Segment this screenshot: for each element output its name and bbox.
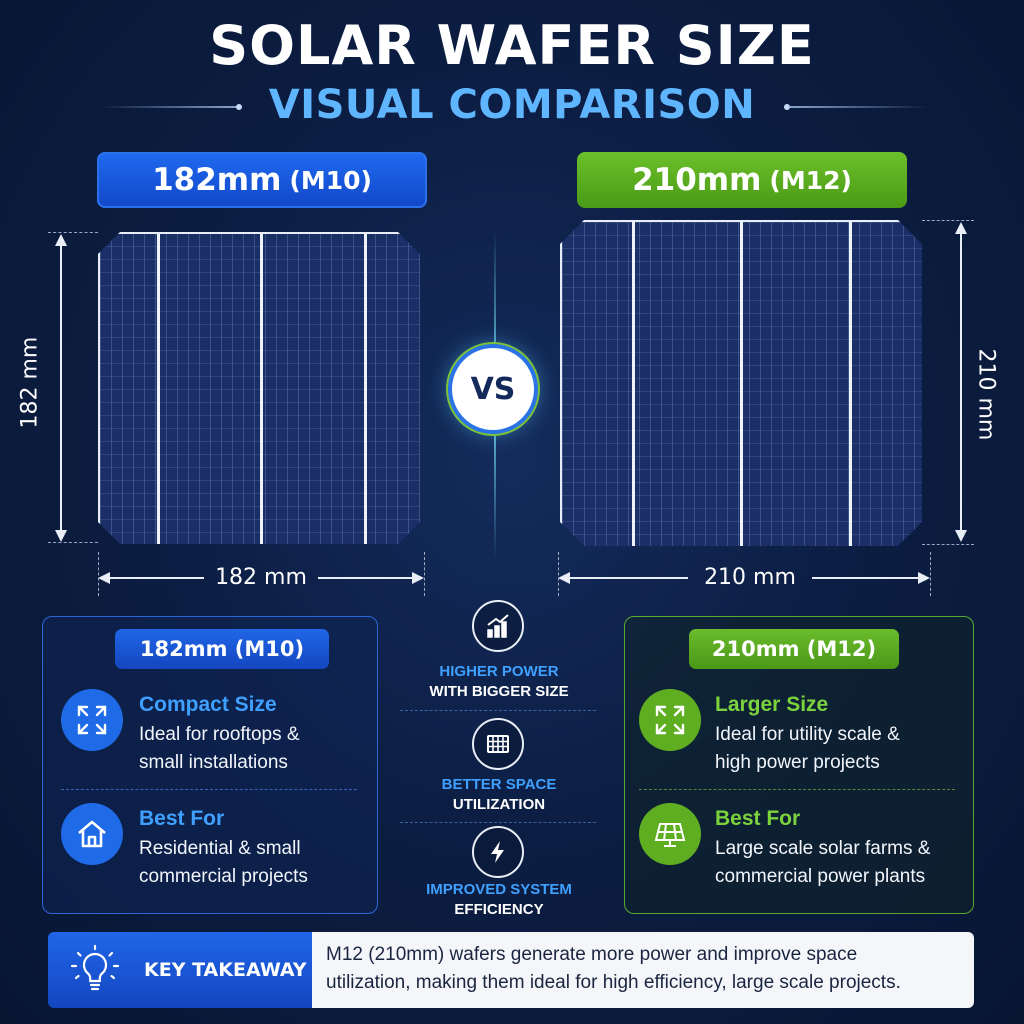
benefit-line: BETTER SPACE: [441, 776, 557, 793]
m10-busbar: [364, 234, 367, 544]
expand-icon: [639, 689, 701, 751]
arrow-up-icon: [55, 234, 67, 246]
benefit-divider: [400, 710, 596, 711]
bar-chart-icon: [472, 600, 524, 652]
page-title: SOLAR WAFER SIZE: [209, 14, 815, 77]
m10-feature-line: small installations: [139, 752, 288, 773]
m10-best-for-line: commercial projects: [139, 866, 308, 887]
m10-height-label: 182 mm: [17, 336, 43, 429]
m12-card-title: 210mm (M12): [689, 629, 899, 669]
m12-feature-line: high power projects: [715, 752, 880, 773]
m10-width-label: 182 mm: [215, 565, 307, 590]
title-rule-dot-left: [236, 104, 242, 110]
expand-icon: [61, 689, 123, 751]
m10-best-for-line: Residential & small: [139, 838, 301, 859]
m10-extension-line: [48, 542, 98, 543]
m10-card-divider: [61, 789, 357, 790]
m10-best-for-title: Best For: [139, 807, 225, 830]
m12-height-label: 210 mm: [973, 348, 999, 441]
arrow-left-icon: [98, 572, 110, 584]
vs-badge: VS: [452, 348, 534, 430]
arrow-up-icon: [955, 222, 967, 234]
grid-icon: [472, 718, 524, 770]
m12-width-label: 210 mm: [704, 565, 796, 590]
m10-extension-line: [424, 552, 425, 596]
m12-feature-title: Larger Size: [715, 693, 829, 716]
arrow-down-icon: [955, 530, 967, 542]
m12-header-pill: 210mm (M12): [577, 152, 907, 208]
page-subtitle: VISUAL COMPARISON: [268, 82, 756, 128]
solar-panel-icon: [639, 803, 701, 865]
m12-size-label: 210mm: [632, 162, 762, 198]
m10-code-label: (M10): [289, 165, 372, 195]
benefit-divider: [400, 822, 596, 823]
arrow-right-icon: [918, 572, 930, 584]
m10-wafer: [98, 232, 420, 544]
m10-feature-title: Compact Size: [139, 693, 277, 716]
m10-height-dimension-line: [60, 244, 62, 532]
key-takeaway-line: M12 (210mm) wafers generate more power a…: [326, 944, 858, 965]
m12-code-label: (M12): [769, 165, 852, 195]
m12-card-divider: [639, 789, 955, 790]
arrow-right-icon: [412, 572, 424, 584]
m10-feature-line: Ideal for rooftops &: [139, 724, 300, 745]
benefit-line: IMPROVED SYSTEM: [426, 881, 572, 898]
key-takeaway-label-box: KEY TAKEAWAY: [48, 932, 312, 1008]
arrow-down-icon: [55, 530, 67, 542]
m10-card-title: 182mm (M10): [115, 629, 329, 669]
title-rule-left: [100, 106, 240, 108]
m12-width-dimension-line: [812, 577, 920, 579]
benefit-line: UTILIZATION: [452, 796, 546, 813]
m10-header-pill: 182mm (M10): [97, 152, 427, 208]
m12-extension-line: [922, 220, 974, 221]
m12-wafer: [560, 220, 922, 546]
arrow-left-icon: [558, 572, 570, 584]
m10-extension-line: [48, 232, 98, 233]
m12-best-for-line: Large scale solar farms &: [715, 838, 931, 859]
m10-busbar: [157, 234, 160, 544]
benefit-line: HIGHER POWER: [439, 663, 559, 680]
m12-best-for-title: Best For: [715, 807, 801, 830]
m12-info-card: 210mm (M12) Larger Size Ideal for utilit…: [624, 616, 974, 914]
m12-extension-line: [930, 552, 931, 596]
m12-busbar: [632, 222, 635, 546]
m12-busbar: [740, 222, 743, 546]
m12-height-dimension-line: [960, 232, 962, 532]
lightning-icon: [472, 826, 524, 878]
m10-width-dimension-line: [108, 577, 204, 579]
benefit-line: WITH BIGGER SIZE: [429, 683, 569, 700]
house-icon: [61, 803, 123, 865]
m12-best-for-line: commercial power plants: [715, 866, 926, 887]
m10-width-dimension-line: [318, 577, 414, 579]
m12-busbar: [849, 222, 852, 546]
m10-busbar: [260, 234, 263, 544]
key-takeaway-label: KEY TAKEAWAY: [144, 959, 307, 981]
key-takeaway-text: M12 (210mm) wafers generate more power a…: [312, 932, 974, 1008]
title-rule-right: [788, 106, 928, 108]
m10-info-card: 182mm (M10) Compact Size Ideal for rooft…: [42, 616, 378, 914]
m12-feature-line: Ideal for utility scale &: [715, 724, 900, 745]
m12-extension-line: [922, 544, 974, 545]
m12-width-dimension-line: [568, 577, 688, 579]
title-rule-dot-right: [784, 104, 790, 110]
m10-size-label: 182mm: [152, 162, 282, 198]
lightbulb-icon: [66, 944, 124, 996]
benefit-line: EFFICIENCY: [454, 901, 544, 918]
key-takeaway-banner: KEY TAKEAWAY M12 (210mm) wafers generate…: [48, 932, 974, 1008]
key-takeaway-line: utilization, making them ideal for high …: [326, 972, 901, 993]
